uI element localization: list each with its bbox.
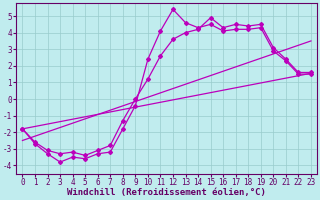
X-axis label: Windchill (Refroidissement éolien,°C): Windchill (Refroidissement éolien,°C) <box>67 188 266 197</box>
